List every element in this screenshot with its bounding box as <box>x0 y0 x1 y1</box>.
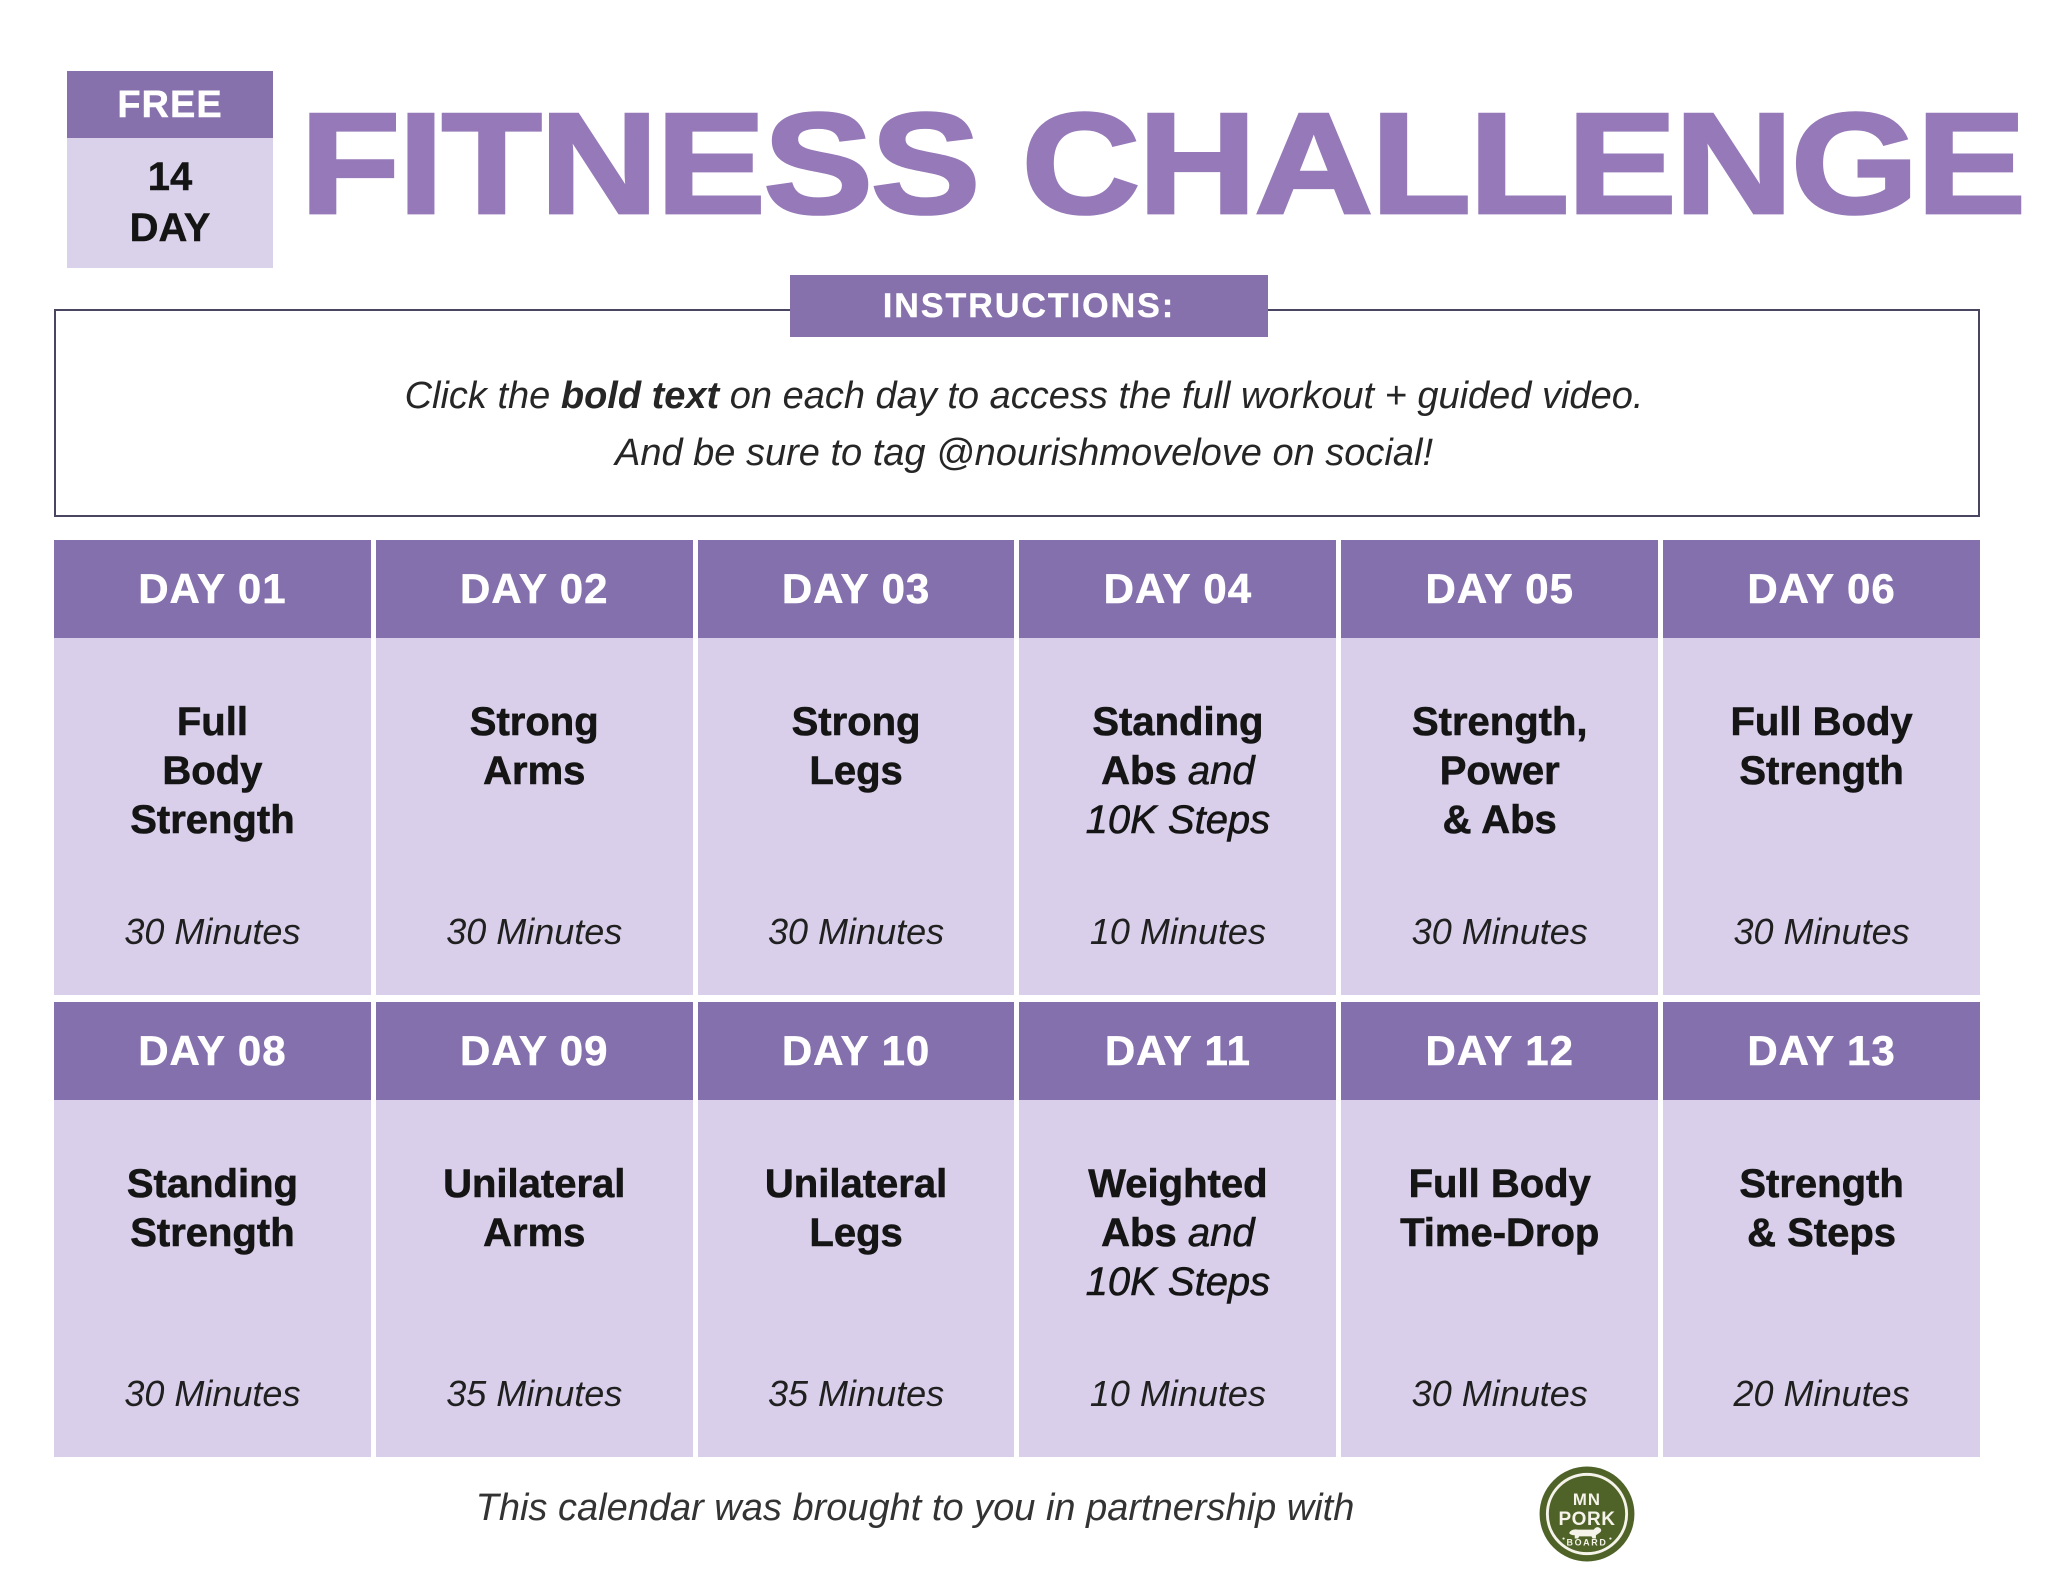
svg-text:MN: MN <box>1573 1490 1601 1509</box>
svg-text:BOARD: BOARD <box>1566 1537 1607 1547</box>
svg-text:PORK: PORK <box>1558 1509 1615 1530</box>
